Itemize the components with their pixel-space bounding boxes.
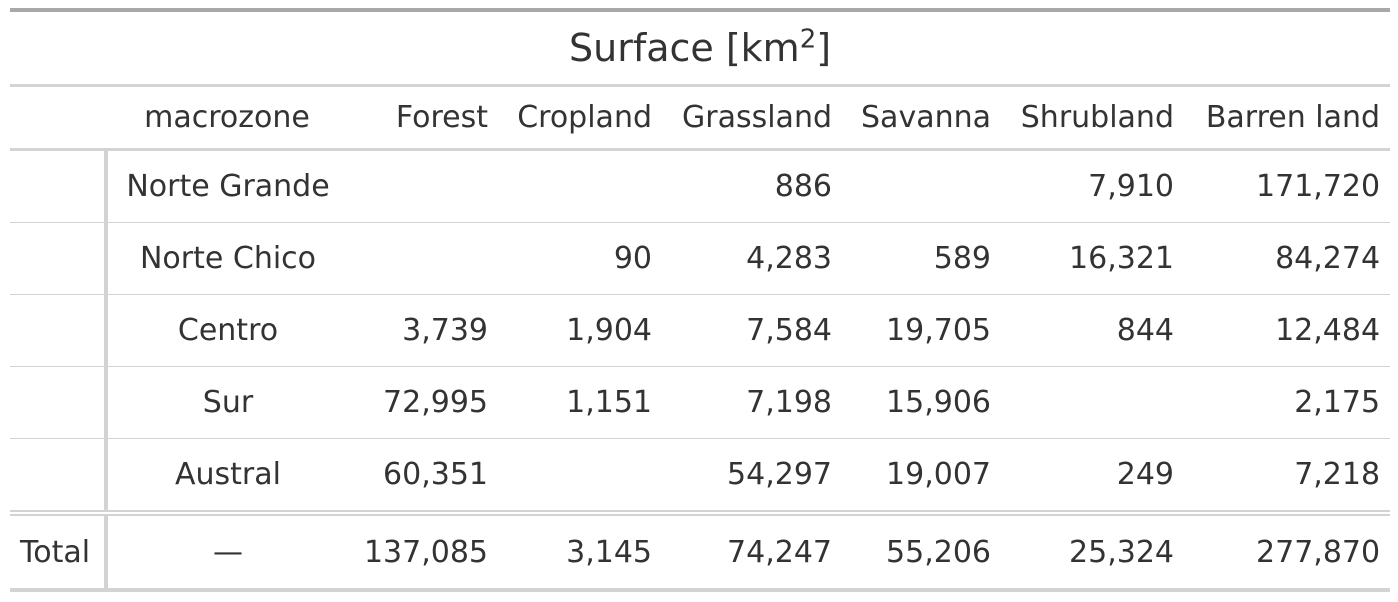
header-forest: Forest xyxy=(348,85,498,151)
total-label: Total xyxy=(10,513,108,592)
cell-shrubland: 16,321 xyxy=(1001,222,1184,295)
cell-savanna: 19,007 xyxy=(842,438,1001,516)
row-stub xyxy=(10,438,108,516)
header-barren-land: Barren land xyxy=(1184,85,1391,151)
table-title-row: Surface [km2] xyxy=(10,8,1391,87)
cell-grassland: 7,198 xyxy=(662,366,842,439)
table-row: Norte Chico 90 4,283 589 16,321 84,274 xyxy=(10,222,1391,295)
cell-shrubland: 7,910 xyxy=(1001,149,1184,223)
title-suffix: ] xyxy=(816,26,832,70)
cell-savanna: 589 xyxy=(842,222,1001,295)
table-row: Norte Grande 886 7,910 171,720 xyxy=(10,149,1391,223)
cell-macrozone: Centro xyxy=(106,294,348,367)
table-row: Centro 3,739 1,904 7,584 19,705 844 12,4… xyxy=(10,294,1391,367)
header-shrubland: Shrubland xyxy=(1001,85,1184,151)
cell-savanna: 19,705 xyxy=(842,294,1001,367)
column-header-row: macrozone Forest Cropland Grassland Sava… xyxy=(10,85,1391,151)
surface-table-container: Surface [km2] macrozone Forest Cropland … xyxy=(10,8,1391,592)
cell-forest: 3,739 xyxy=(348,294,498,367)
cell-macrozone: Sur xyxy=(106,366,348,439)
total-barren-land: 277,870 xyxy=(1184,513,1391,592)
cell-barren-land: 2,175 xyxy=(1184,366,1391,439)
cell-grassland: 886 xyxy=(662,149,842,223)
cell-cropland: 1,151 xyxy=(498,366,662,439)
total-cropland: 3,145 xyxy=(498,513,662,592)
cell-macrozone: Norte Grande xyxy=(106,149,348,223)
table-row: Austral 60,351 54,297 19,007 249 7,218 xyxy=(10,438,1391,516)
cell-grassland: 7,584 xyxy=(662,294,842,367)
stub-header xyxy=(10,85,106,151)
cell-forest: 72,995 xyxy=(348,366,498,439)
title-superscript: 2 xyxy=(799,24,817,55)
row-stub xyxy=(10,294,108,367)
cell-forest: 60,351 xyxy=(348,438,498,516)
cell-cropland: 90 xyxy=(498,222,662,295)
cell-cropland: 1,904 xyxy=(498,294,662,367)
cell-savanna xyxy=(842,149,1001,223)
total-macrozone: — xyxy=(106,513,348,592)
title-prefix: Surface [km xyxy=(569,26,800,70)
cell-shrubland xyxy=(1001,366,1184,439)
header-grassland: Grassland xyxy=(662,85,842,151)
cell-forest xyxy=(348,149,498,223)
table-row: Sur 72,995 1,151 7,198 15,906 2,175 xyxy=(10,366,1391,439)
surface-table: Surface [km2] macrozone Forest Cropland … xyxy=(10,8,1391,592)
header-cropland: Cropland xyxy=(498,85,662,151)
cell-barren-land: 7,218 xyxy=(1184,438,1391,516)
header-savanna: Savanna xyxy=(842,85,1001,151)
cell-cropland xyxy=(498,438,662,516)
row-stub xyxy=(10,366,108,439)
total-grassland: 74,247 xyxy=(662,513,842,592)
cell-barren-land: 12,484 xyxy=(1184,294,1391,367)
cell-shrubland: 249 xyxy=(1001,438,1184,516)
cell-macrozone: Norte Chico xyxy=(106,222,348,295)
total-forest: 137,085 xyxy=(348,513,498,592)
header-macrozone: macrozone xyxy=(106,85,348,151)
cell-grassland: 54,297 xyxy=(662,438,842,516)
row-stub xyxy=(10,222,108,295)
row-stub xyxy=(10,149,108,223)
total-savanna: 55,206 xyxy=(842,513,1001,592)
cell-barren-land: 84,274 xyxy=(1184,222,1391,295)
cell-macrozone: Austral xyxy=(106,438,348,516)
cell-barren-land: 171,720 xyxy=(1184,149,1391,223)
cell-cropland xyxy=(498,149,662,223)
cell-savanna: 15,906 xyxy=(842,366,1001,439)
cell-forest xyxy=(348,222,498,295)
cell-shrubland: 844 xyxy=(1001,294,1184,367)
total-shrubland: 25,324 xyxy=(1001,513,1184,592)
total-row: Total — 137,085 3,145 74,247 55,206 25,3… xyxy=(10,513,1391,592)
table-title: Surface [km2] xyxy=(10,8,1391,87)
cell-grassland: 4,283 xyxy=(662,222,842,295)
